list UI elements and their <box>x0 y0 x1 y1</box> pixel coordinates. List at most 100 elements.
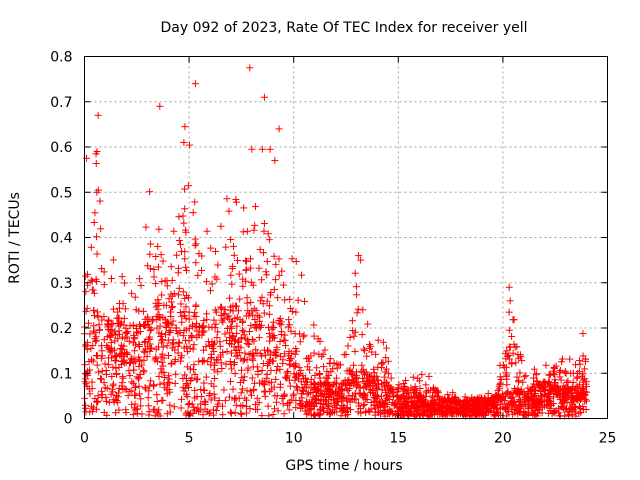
data-point <box>101 360 109 368</box>
data-point <box>163 386 171 394</box>
data-point <box>170 403 178 411</box>
data-point <box>357 409 365 417</box>
data-point <box>145 324 153 332</box>
data-point <box>207 287 215 295</box>
data-point <box>461 393 469 401</box>
data-point <box>395 403 403 411</box>
data-point <box>358 361 366 369</box>
data-point <box>206 409 214 417</box>
data-point <box>147 344 155 352</box>
data-point <box>513 343 521 351</box>
data-point <box>109 256 117 264</box>
data-point <box>141 322 149 330</box>
data-point <box>261 392 269 400</box>
data-point <box>557 376 565 384</box>
data-point <box>155 225 163 233</box>
data-point <box>259 360 267 368</box>
data-point <box>334 391 342 399</box>
data-point <box>407 393 415 401</box>
data-point <box>158 358 166 366</box>
data-point <box>130 331 138 339</box>
data-point <box>575 409 583 417</box>
data-point <box>389 389 397 397</box>
data-point <box>178 247 186 255</box>
y-axis-label: ROTI / TECUs <box>7 192 23 284</box>
data-point <box>210 366 218 374</box>
data-point <box>438 398 446 406</box>
data-point <box>212 356 220 364</box>
data-point <box>242 266 250 274</box>
data-point <box>387 374 395 382</box>
data-point <box>181 205 189 213</box>
data-point <box>278 267 286 275</box>
data-point <box>512 359 520 367</box>
data-point <box>326 355 334 363</box>
data-point <box>286 295 294 303</box>
data-point <box>229 332 237 340</box>
data-point <box>176 240 184 248</box>
data-point <box>230 343 238 351</box>
data-point <box>358 331 366 339</box>
data-point <box>285 406 293 414</box>
data-point <box>123 351 131 359</box>
data-point <box>210 390 218 398</box>
data-point <box>189 209 197 217</box>
data-point <box>239 282 247 290</box>
data-point <box>281 331 289 339</box>
data-point <box>320 363 328 371</box>
data-point <box>143 353 151 361</box>
data-point <box>100 336 108 344</box>
data-point <box>152 280 160 288</box>
data-point <box>254 367 262 375</box>
data-point <box>348 317 356 325</box>
x-tick-label: 5 <box>185 431 194 447</box>
data-point <box>251 316 259 324</box>
data-point <box>182 384 190 392</box>
data-point <box>247 322 255 330</box>
data-point <box>180 308 188 316</box>
y-tick-label: 0.6 <box>50 140 72 156</box>
data-point <box>542 361 550 369</box>
data-point <box>502 403 510 411</box>
data-point <box>370 365 378 373</box>
data-point <box>212 407 220 415</box>
data-point <box>409 373 417 381</box>
data-point <box>285 352 293 360</box>
data-point <box>222 243 230 251</box>
data-point <box>505 326 513 334</box>
data-point <box>213 334 221 342</box>
data-point <box>200 386 208 394</box>
data-point <box>382 388 390 396</box>
data-point <box>330 359 338 367</box>
data-point <box>109 382 117 390</box>
data-point <box>139 321 147 329</box>
data-point <box>382 354 390 362</box>
data-point <box>96 326 104 334</box>
data-point <box>251 203 259 211</box>
data-point <box>319 396 327 404</box>
y-tick-label: 0.7 <box>50 95 72 111</box>
data-point <box>515 408 523 416</box>
data-point <box>500 364 508 372</box>
data-point <box>298 271 306 279</box>
data-point <box>92 150 100 158</box>
data-point <box>522 411 530 419</box>
data-point <box>82 272 90 280</box>
data-point <box>513 373 521 381</box>
data-point <box>87 356 95 364</box>
data-point <box>333 360 341 368</box>
y-tick-label: 0.2 <box>50 321 72 337</box>
data-point <box>515 377 523 385</box>
data-point <box>169 303 177 311</box>
data-point <box>385 381 393 389</box>
data-point <box>567 393 575 401</box>
data-point <box>140 347 148 355</box>
data-point <box>90 307 98 315</box>
data-point <box>520 391 528 399</box>
data-point <box>287 305 295 313</box>
data-point <box>283 369 291 377</box>
data-point <box>225 393 233 401</box>
data-point <box>113 392 121 400</box>
data-point <box>214 261 222 269</box>
data-point <box>237 355 245 363</box>
